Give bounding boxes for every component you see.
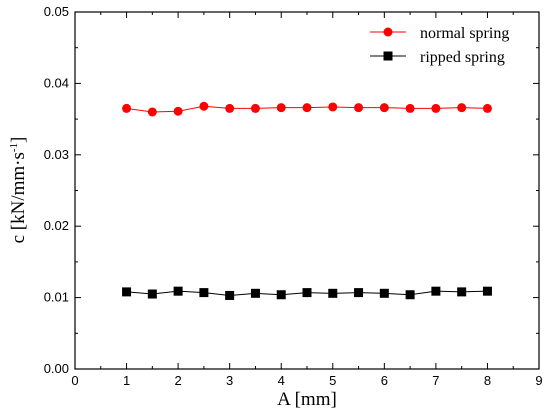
x-tick-label: 8 [484, 373, 491, 388]
data-point-ripped-spring [250, 288, 260, 298]
legend-item-normal-spring: normal spring [370, 25, 509, 42]
legend-normal-spring-label: normal spring [420, 25, 509, 42]
data-point-normal-spring [457, 103, 467, 113]
data-point-ripped-spring [302, 288, 312, 298]
x-tick-label: 0 [71, 373, 78, 388]
x-tick-labels: 0 1 2 3 4 5 6 7 8 9 [71, 373, 542, 388]
data-point-normal-spring [482, 103, 492, 113]
data-point-normal-spring [302, 103, 312, 113]
data-point-ripped-spring [457, 287, 467, 297]
data-point-normal-spring [276, 103, 286, 113]
legend-ripped-spring-marker [383, 51, 393, 61]
y-axis-title-close: ] [8, 137, 29, 143]
data-point-ripped-spring [276, 290, 286, 300]
legend-ripped-spring-label: ripped spring [420, 49, 505, 66]
x-tick-label: 9 [535, 373, 542, 388]
data-point-normal-spring [379, 103, 389, 113]
x-tick-label: 6 [381, 373, 388, 388]
data-point-normal-spring [147, 107, 157, 117]
data-point-normal-spring [405, 103, 415, 113]
x-tick-label: 4 [278, 373, 285, 388]
x-tick-label: 5 [329, 373, 336, 388]
y-axis-title-superscript: -1 [8, 143, 20, 152]
legend-item-ripped-spring: ripped spring [370, 49, 505, 66]
data-point-normal-spring [328, 102, 338, 112]
data-point-normal-spring [225, 103, 235, 113]
legend-normal-spring-marker [383, 27, 393, 37]
data-point-ripped-spring [405, 290, 415, 300]
y-tick-label: 0.03 [44, 147, 69, 162]
data-point-ripped-spring [225, 290, 235, 300]
axis-ticks [74, 11, 540, 370]
y-axis-title: c [kN/mm·s-1] [8, 137, 29, 244]
x-tick-label: 1 [123, 373, 130, 388]
data-point-ripped-spring [431, 286, 441, 296]
y-tick-label: 0.00 [44, 361, 69, 376]
data-point-ripped-spring [379, 288, 389, 298]
x-axis-title: A [mm] [277, 389, 337, 410]
data-point-ripped-spring [173, 286, 183, 296]
data-point-normal-spring [199, 101, 209, 111]
data-point-normal-spring [173, 106, 183, 116]
y-axis-title-main: c [kN/mm·s [8, 152, 29, 243]
data-point-ripped-spring [354, 288, 364, 298]
y-tick-labels: 0.00 0.01 0.02 0.03 0.04 0.05 [44, 4, 69, 376]
data-point-normal-spring [122, 103, 132, 113]
data-point-ripped-spring [147, 289, 157, 299]
y-tick-label: 0.01 [44, 290, 69, 305]
data-point-ripped-spring [328, 288, 338, 298]
series-layer [122, 101, 492, 300]
x-tick-label: 2 [174, 373, 181, 388]
legend: normal spring ripped spring [370, 25, 509, 66]
data-point-ripped-spring [199, 288, 209, 298]
y-tick-label: 0.02 [44, 218, 69, 233]
x-tick-label: 3 [226, 373, 233, 388]
y-tick-label: 0.05 [44, 4, 69, 19]
data-point-normal-spring [250, 103, 260, 113]
x-tick-label: 7 [432, 373, 439, 388]
data-point-ripped-spring [482, 286, 492, 296]
data-point-ripped-spring [122, 287, 132, 297]
data-point-normal-spring [431, 103, 441, 113]
data-point-normal-spring [354, 103, 364, 113]
y-tick-label: 0.04 [44, 75, 69, 90]
